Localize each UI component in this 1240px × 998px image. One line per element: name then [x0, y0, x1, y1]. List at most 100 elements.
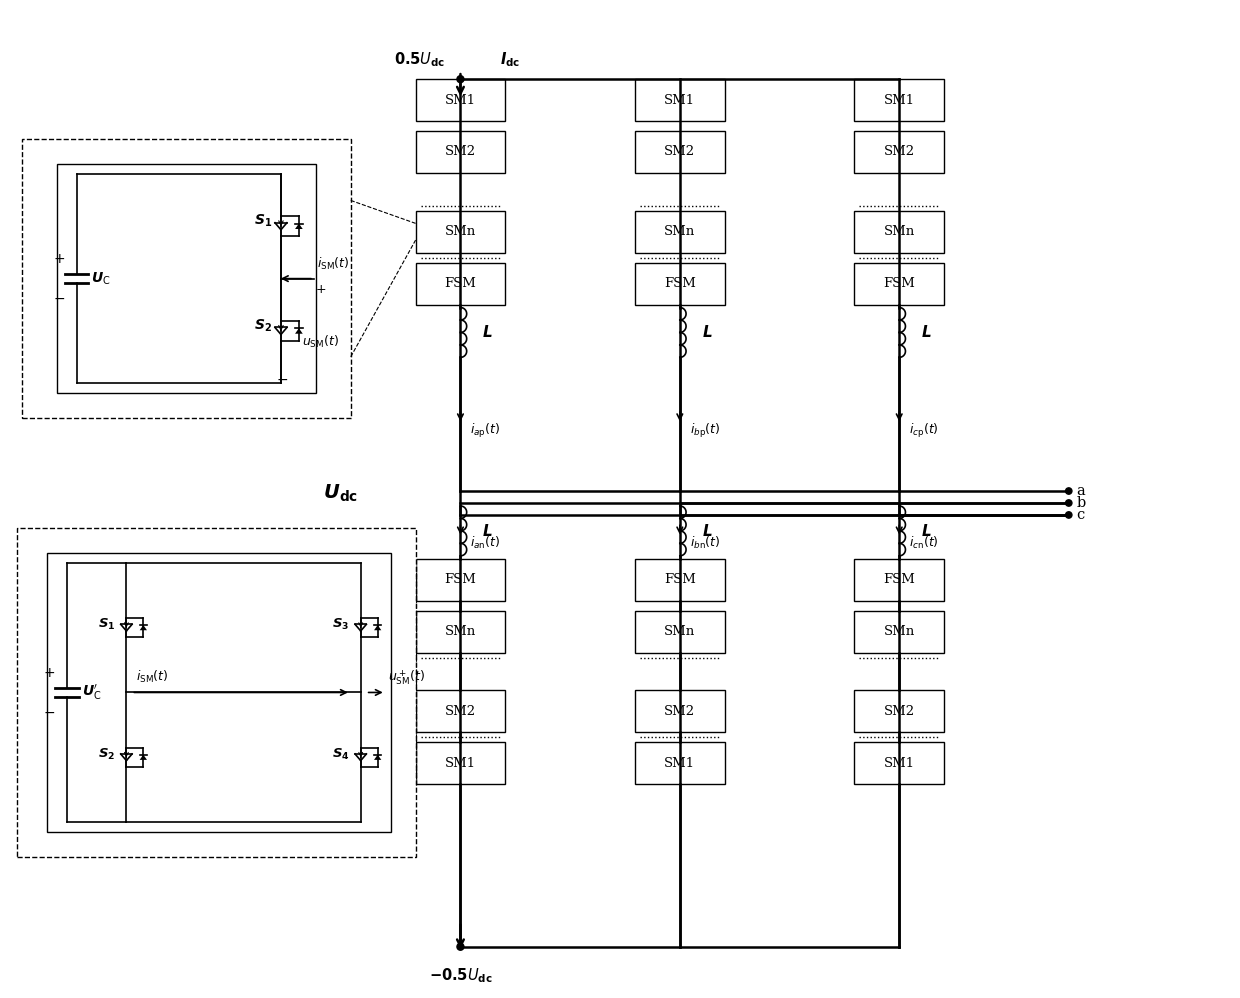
FancyBboxPatch shape	[635, 611, 724, 653]
FancyBboxPatch shape	[21, 139, 351, 418]
Text: a: a	[1076, 484, 1085, 498]
Text: FSM: FSM	[444, 573, 476, 586]
Text: $i_\mathrm{SM}(t)$: $i_\mathrm{SM}(t)$	[136, 670, 169, 686]
Text: $\boldsymbol{L}$: $\boldsymbol{L}$	[921, 523, 931, 539]
Text: SM1: SM1	[884, 756, 915, 769]
FancyBboxPatch shape	[635, 262, 724, 304]
Text: FSM: FSM	[663, 277, 696, 290]
Circle shape	[458, 943, 464, 950]
Text: $i_{b\mathrm{n}}(t)$: $i_{b\mathrm{n}}(t)$	[689, 535, 720, 552]
Text: SMn: SMn	[445, 226, 476, 239]
Text: $u_\mathrm{SM}(t)$: $u_\mathrm{SM}(t)$	[301, 334, 339, 350]
FancyBboxPatch shape	[415, 79, 506, 121]
Text: $\boldsymbol{U}_\mathrm{C}$: $\boldsymbol{U}_\mathrm{C}$	[92, 270, 112, 286]
Text: SMn: SMn	[884, 226, 915, 239]
Text: SM2: SM2	[884, 705, 915, 718]
Text: $\mathbf{-0.5}U_\mathbf{dc}$: $\mathbf{-0.5}U_\mathbf{dc}$	[429, 967, 492, 985]
Text: SMn: SMn	[665, 226, 696, 239]
FancyBboxPatch shape	[415, 691, 506, 733]
Text: $i_{c\mathrm{n}}(t)$: $i_{c\mathrm{n}}(t)$	[909, 535, 939, 552]
Text: FSM: FSM	[663, 573, 696, 586]
Text: SM1: SM1	[445, 756, 476, 769]
FancyBboxPatch shape	[635, 691, 724, 733]
Text: SM2: SM2	[445, 705, 476, 718]
Polygon shape	[374, 625, 382, 631]
Text: +: +	[43, 666, 56, 680]
Text: SMn: SMn	[665, 625, 696, 638]
Text: $\boldsymbol{I}_\mathbf{dc}$: $\boldsymbol{I}_\mathbf{dc}$	[500, 51, 521, 69]
Circle shape	[1065, 512, 1071, 518]
Text: $\boldsymbol{S}_\mathbf{3}$: $\boldsymbol{S}_\mathbf{3}$	[332, 617, 350, 632]
FancyBboxPatch shape	[635, 131, 724, 173]
Circle shape	[1065, 500, 1071, 506]
Text: $u_\mathrm{SM}^+(t)$: $u_\mathrm{SM}^+(t)$	[388, 669, 424, 688]
FancyBboxPatch shape	[57, 164, 316, 393]
Text: $\boldsymbol{L}$: $\boldsymbol{L}$	[702, 523, 713, 539]
FancyBboxPatch shape	[47, 553, 391, 832]
FancyBboxPatch shape	[854, 743, 944, 784]
Text: $\boldsymbol{S}_\mathbf{4}$: $\boldsymbol{S}_\mathbf{4}$	[332, 747, 350, 761]
FancyBboxPatch shape	[635, 211, 724, 252]
Text: SM1: SM1	[445, 94, 476, 107]
Polygon shape	[140, 754, 148, 759]
Text: FSM: FSM	[883, 277, 915, 290]
Text: $\boldsymbol{S}_\mathbf{2}$: $\boldsymbol{S}_\mathbf{2}$	[254, 317, 272, 334]
Text: $i_\mathrm{SM}(t)$: $i_\mathrm{SM}(t)$	[317, 255, 350, 271]
Text: $\boldsymbol{L}$: $\boldsymbol{L}$	[482, 324, 494, 340]
Text: +: +	[316, 282, 326, 295]
Text: b: b	[1076, 496, 1086, 510]
Circle shape	[1065, 488, 1071, 494]
Text: $\boldsymbol{L}$: $\boldsymbol{L}$	[921, 324, 931, 340]
Circle shape	[458, 76, 464, 83]
FancyBboxPatch shape	[415, 611, 506, 653]
Text: SM1: SM1	[665, 94, 696, 107]
Text: +: +	[53, 251, 66, 265]
Text: FSM: FSM	[883, 573, 915, 586]
Polygon shape	[374, 754, 382, 759]
Text: $\boldsymbol{U}_\mathbf{dc}$: $\boldsymbol{U}_\mathbf{dc}$	[324, 482, 358, 504]
FancyBboxPatch shape	[854, 79, 944, 121]
Text: SM2: SM2	[665, 705, 696, 718]
Text: $\boldsymbol{S}_\mathbf{2}$: $\boldsymbol{S}_\mathbf{2}$	[98, 747, 115, 761]
FancyBboxPatch shape	[415, 559, 506, 601]
FancyBboxPatch shape	[854, 691, 944, 733]
Text: −: −	[43, 706, 56, 720]
Text: $i_{b\mathrm{p}}(t)$: $i_{b\mathrm{p}}(t)$	[689, 422, 720, 440]
FancyBboxPatch shape	[635, 559, 724, 601]
Text: SM2: SM2	[884, 146, 915, 159]
FancyBboxPatch shape	[854, 611, 944, 653]
Text: FSM: FSM	[444, 277, 476, 290]
FancyBboxPatch shape	[635, 743, 724, 784]
Polygon shape	[140, 625, 148, 631]
Text: SMn: SMn	[445, 625, 476, 638]
Text: $\boldsymbol{L}$: $\boldsymbol{L}$	[482, 523, 494, 539]
Text: SM2: SM2	[445, 146, 476, 159]
FancyBboxPatch shape	[854, 131, 944, 173]
Text: $\boldsymbol{S}_\mathbf{1}$: $\boldsymbol{S}_\mathbf{1}$	[254, 214, 272, 230]
FancyBboxPatch shape	[415, 743, 506, 784]
FancyBboxPatch shape	[635, 79, 724, 121]
FancyBboxPatch shape	[854, 559, 944, 601]
Text: $\mathbf{0.5}U_\mathbf{dc}$: $\mathbf{0.5}U_\mathbf{dc}$	[394, 51, 445, 69]
Text: SM1: SM1	[665, 756, 696, 769]
FancyBboxPatch shape	[854, 211, 944, 252]
Text: $\boldsymbol{U}_\mathrm{C}'$: $\boldsymbol{U}_\mathrm{C}'$	[82, 683, 102, 702]
FancyBboxPatch shape	[415, 131, 506, 173]
Text: c: c	[1076, 508, 1085, 522]
Text: $i_{c\mathrm{p}}(t)$: $i_{c\mathrm{p}}(t)$	[909, 422, 939, 440]
Text: −: −	[277, 373, 288, 387]
Text: $i_{a\mathrm{p}}(t)$: $i_{a\mathrm{p}}(t)$	[470, 422, 501, 440]
FancyBboxPatch shape	[415, 262, 506, 304]
FancyBboxPatch shape	[415, 211, 506, 252]
Text: SM1: SM1	[884, 94, 915, 107]
FancyBboxPatch shape	[854, 262, 944, 304]
Text: −: −	[53, 291, 66, 305]
Text: SM2: SM2	[665, 146, 696, 159]
FancyBboxPatch shape	[16, 528, 415, 857]
Text: $\boldsymbol{L}$: $\boldsymbol{L}$	[702, 324, 713, 340]
Polygon shape	[295, 224, 303, 229]
Text: SMn: SMn	[884, 625, 915, 638]
Polygon shape	[295, 328, 303, 333]
Text: $\boldsymbol{S}_\mathbf{1}$: $\boldsymbol{S}_\mathbf{1}$	[98, 617, 115, 632]
Text: $i_{a\mathrm{n}}(t)$: $i_{a\mathrm{n}}(t)$	[470, 535, 501, 552]
